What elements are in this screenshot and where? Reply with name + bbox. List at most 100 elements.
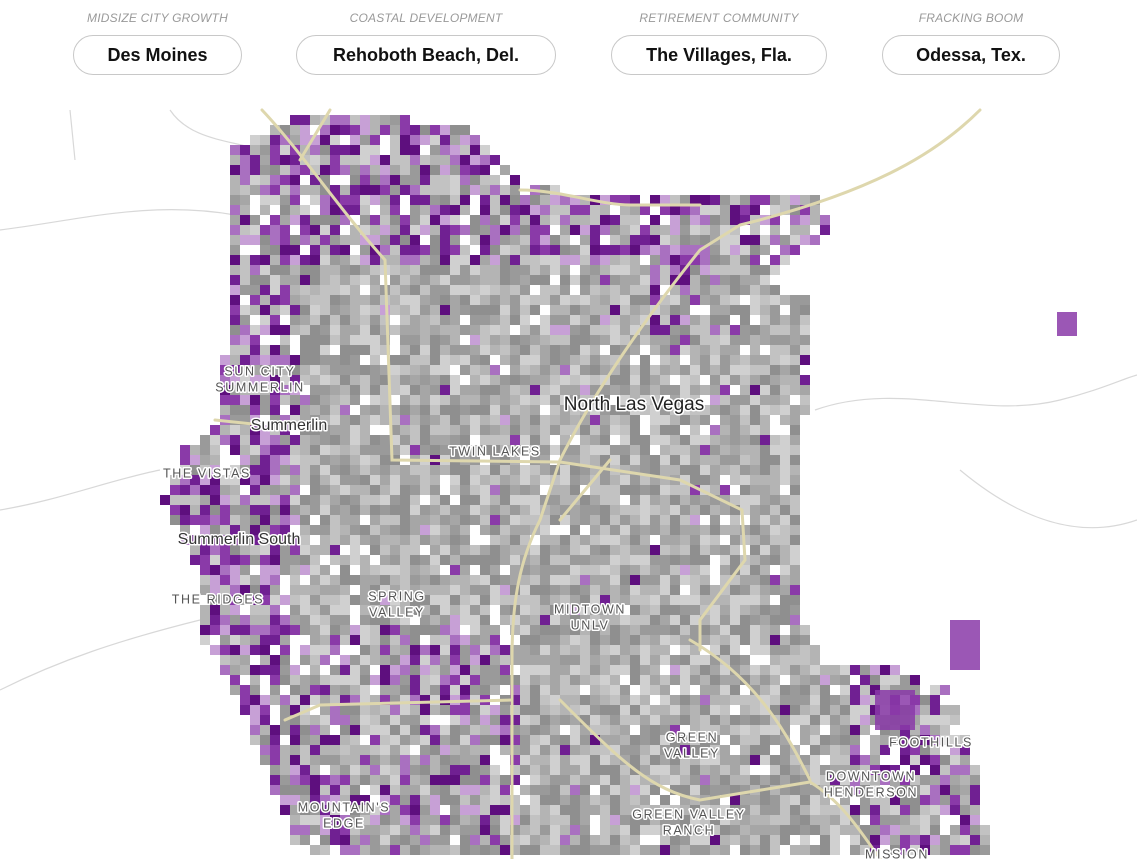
new-development xyxy=(510,205,520,215)
existing-development xyxy=(740,495,750,505)
existing-development xyxy=(670,745,680,755)
new-development xyxy=(490,235,500,245)
existing-development xyxy=(320,595,330,605)
existing-development xyxy=(360,505,370,515)
existing-development xyxy=(550,785,560,795)
existing-development xyxy=(740,845,750,855)
existing-development xyxy=(790,575,800,585)
new-development xyxy=(420,245,430,255)
new-development xyxy=(430,215,440,225)
existing-development xyxy=(480,465,490,475)
existing-development xyxy=(440,345,450,355)
existing-development xyxy=(360,685,370,695)
existing-development xyxy=(760,455,770,465)
existing-development xyxy=(590,615,600,625)
existing-development xyxy=(260,155,270,165)
existing-development xyxy=(280,555,290,565)
existing-development xyxy=(500,495,510,505)
tab-button[interactable]: Odessa, Tex. xyxy=(882,35,1060,75)
existing-development xyxy=(520,535,530,545)
existing-development xyxy=(690,715,700,725)
new-development xyxy=(340,195,350,205)
existing-development xyxy=(370,745,380,755)
existing-development xyxy=(760,845,770,855)
existing-development xyxy=(770,485,780,495)
existing-development xyxy=(330,285,340,295)
existing-development xyxy=(220,605,230,615)
existing-development xyxy=(730,825,740,835)
new-development xyxy=(270,495,280,505)
existing-development xyxy=(480,375,490,385)
tab-button[interactable]: Des Moines xyxy=(73,35,242,75)
tab-button[interactable]: Rehoboth Beach, Del. xyxy=(296,35,556,75)
existing-development xyxy=(790,485,800,495)
existing-development xyxy=(330,395,340,405)
existing-development xyxy=(450,395,460,405)
existing-development xyxy=(550,365,560,375)
existing-development xyxy=(260,365,270,375)
new-development xyxy=(320,795,330,805)
existing-development xyxy=(540,265,550,275)
existing-development xyxy=(660,435,670,445)
existing-development xyxy=(730,615,740,625)
existing-development xyxy=(460,265,470,275)
new-development xyxy=(220,535,230,545)
existing-development xyxy=(680,845,690,855)
existing-development xyxy=(490,265,500,275)
existing-development xyxy=(470,555,480,565)
existing-development xyxy=(530,605,540,615)
new-development xyxy=(220,555,230,565)
existing-development xyxy=(660,555,670,565)
existing-development xyxy=(340,455,350,465)
existing-development xyxy=(680,435,690,445)
existing-development xyxy=(540,185,550,195)
existing-development xyxy=(460,405,470,415)
existing-development xyxy=(440,285,450,295)
tab-button[interactable]: The Villages, Fla. xyxy=(611,35,827,75)
new-development xyxy=(310,135,320,145)
existing-development xyxy=(580,555,590,565)
existing-development xyxy=(240,655,250,665)
existing-development xyxy=(780,375,790,385)
existing-development xyxy=(770,805,780,815)
new-development xyxy=(340,715,350,725)
existing-development xyxy=(620,615,630,625)
existing-development xyxy=(410,625,420,635)
existing-development xyxy=(670,285,680,295)
existing-development xyxy=(360,815,370,825)
existing-development xyxy=(690,465,700,475)
existing-development xyxy=(280,305,290,315)
existing-development xyxy=(700,415,710,425)
existing-development xyxy=(600,645,610,655)
existing-development xyxy=(580,775,590,785)
existing-development xyxy=(810,755,820,765)
new-development xyxy=(710,325,720,335)
existing-development xyxy=(340,305,350,315)
existing-development xyxy=(730,365,740,375)
existing-development xyxy=(780,595,790,605)
existing-development xyxy=(330,255,340,265)
existing-development xyxy=(770,385,780,395)
existing-development xyxy=(630,275,640,285)
existing-development xyxy=(390,425,400,435)
existing-development xyxy=(320,175,330,185)
existing-development xyxy=(290,325,300,335)
new-development xyxy=(310,745,320,755)
existing-development xyxy=(590,705,600,715)
existing-development xyxy=(250,455,260,465)
existing-development xyxy=(540,295,550,305)
new-development xyxy=(230,445,240,455)
new-development xyxy=(900,775,910,785)
existing-development xyxy=(540,555,550,565)
tab-category: COASTAL DEVELOPMENT xyxy=(349,11,503,25)
existing-development xyxy=(370,405,380,415)
existing-development xyxy=(230,475,240,485)
existing-development xyxy=(320,835,330,845)
existing-development xyxy=(760,485,770,495)
existing-development xyxy=(550,515,560,525)
existing-development xyxy=(330,455,340,465)
existing-development xyxy=(450,755,460,765)
existing-development xyxy=(470,665,480,675)
existing-development xyxy=(310,345,320,355)
existing-development xyxy=(590,725,600,735)
